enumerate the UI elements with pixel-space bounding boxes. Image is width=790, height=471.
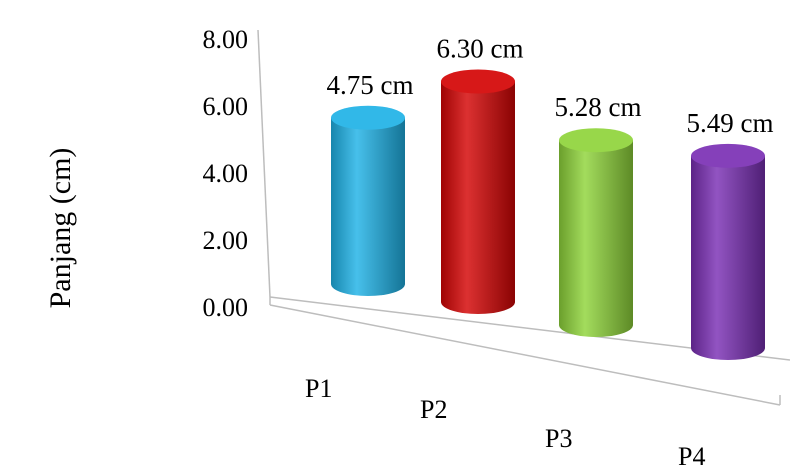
- y-tick-label: 6.00: [203, 92, 249, 121]
- y-tick-label: 2.00: [203, 226, 249, 255]
- bars: 4.75 cm 6.30 cm 5.28 cm 5.49 cm: [327, 34, 774, 360]
- bar-top-p1: [331, 105, 405, 130]
- data-label: 4.75 cm: [327, 70, 414, 100]
- y-tick-label: 4.00: [203, 159, 249, 188]
- data-label: 5.28 cm: [555, 92, 642, 122]
- bar-top-p4: [691, 143, 765, 168]
- x-category-label: P3: [545, 424, 572, 453]
- bar-p2: [441, 81, 515, 314]
- bar-top-p2: [441, 69, 515, 94]
- y-tick-label: 0.00: [203, 293, 249, 322]
- data-label: 5.49 cm: [687, 108, 774, 138]
- bar-p3: [559, 140, 633, 337]
- y-tick-label: 8.00: [203, 25, 249, 54]
- bar-p4: [691, 155, 765, 360]
- bar-top-p3: [559, 128, 633, 153]
- y-axis-label: Panjang (cm): [44, 148, 77, 309]
- x-axis-categories: P1 P2 P3 P4: [305, 374, 705, 471]
- x-category-label: P4: [678, 442, 705, 471]
- x-category-label: P1: [305, 374, 332, 403]
- y-axis-ticks: 0.00 2.00 4.00 6.00 8.00: [203, 25, 249, 322]
- bar-p1: [331, 117, 405, 296]
- data-label: 6.30 cm: [437, 34, 524, 64]
- x-category-label: P2: [420, 395, 447, 424]
